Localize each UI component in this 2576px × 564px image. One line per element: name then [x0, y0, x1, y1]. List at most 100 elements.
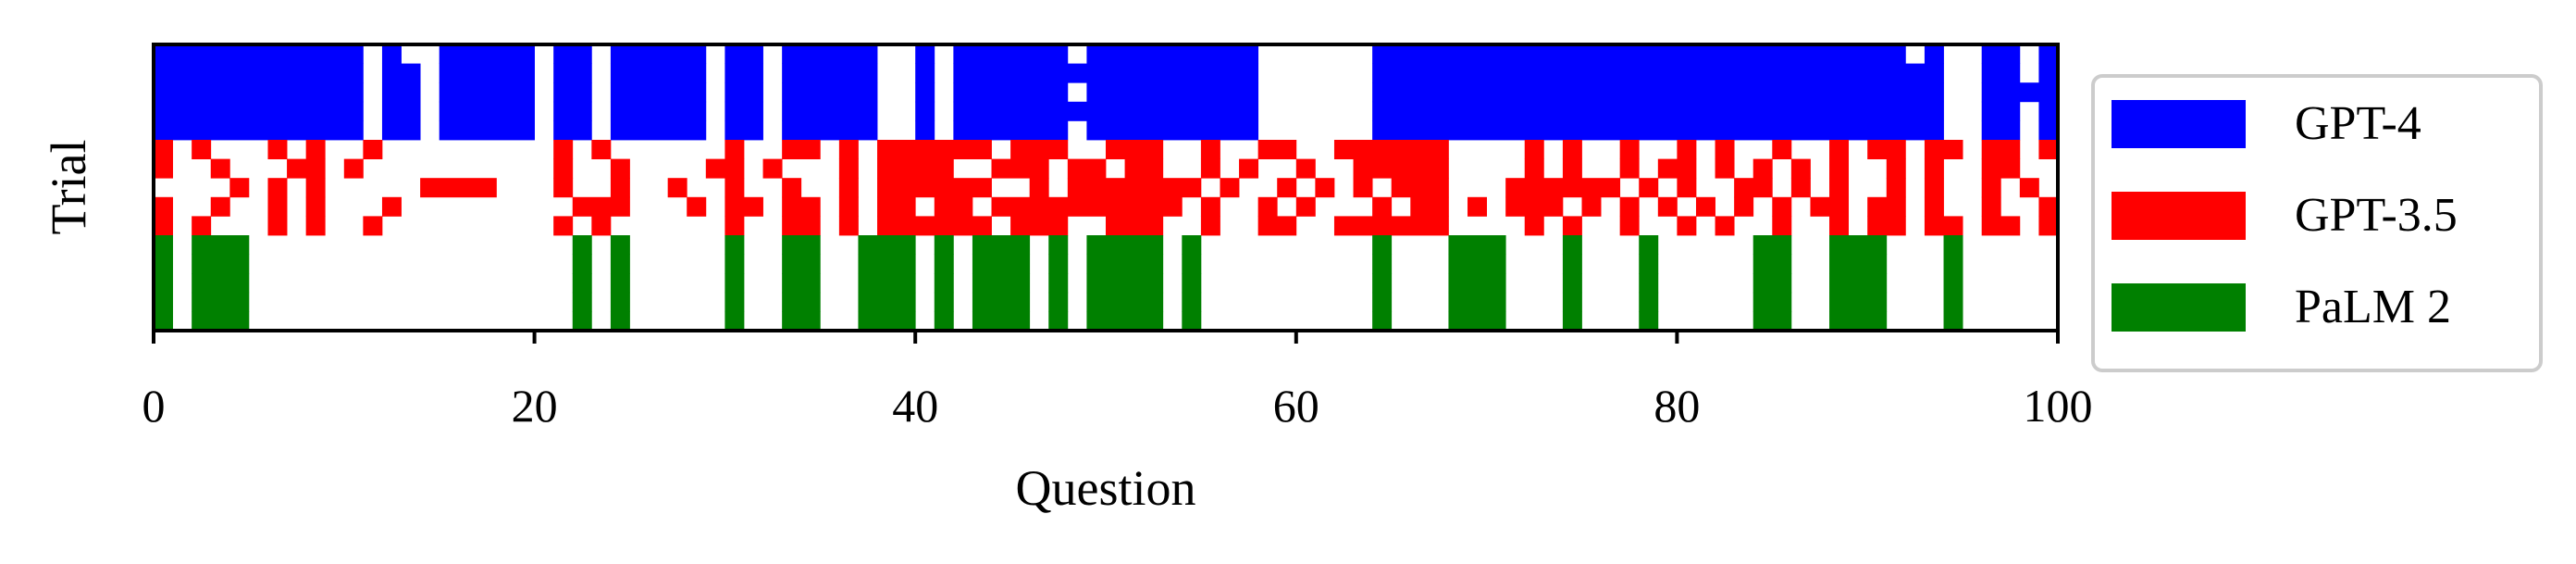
heatmap-cell-gpt-3-5-trial-3-q61-61	[1315, 178, 1335, 198]
heatmap-cell-gpt-3-5-trial-3-q98-98	[2019, 178, 2039, 198]
heatmap-cell-palm-2-trial-5-q0-0	[154, 311, 173, 332]
heatmap-cell-palm-2-trial-4-q54-54	[1182, 292, 1202, 312]
heatmap-cell-gpt-4-trial-3-q42-47	[953, 82, 1069, 103]
heatmap-cell-palm-2-trial-4-q78-78	[1639, 292, 1659, 312]
heatmap-cell-palm-2-trial-2-q30-30	[724, 254, 745, 274]
heatmap-cell-gpt-3-5-trial-1-q72-72	[1524, 140, 1544, 159]
heatmap-cell-palm-2-trial-3-q64-64	[1372, 273, 1393, 294]
legend: GPT-4 GPT-3.5 PaLM 2	[2091, 74, 2543, 372]
heatmap-cell-gpt-3-5-trial-5-q58-59	[1257, 216, 1297, 236]
heatmap-cell-gpt-4-trial-3-q12-13	[381, 82, 421, 103]
legend-label-gpt-3-5: GPT-3.5	[2295, 189, 2458, 242]
heatmap-cell-gpt-3-5-trial-3-q56-56	[1220, 178, 1240, 198]
heatmap-cell-gpt-3-5-trial-1-q55-55	[1200, 140, 1220, 159]
heatmap-cell-gpt-3-5-trial-4-q71-73	[1505, 196, 1564, 217]
heatmap-cell-gpt-3-5-trial-1-q99-99	[2038, 140, 2059, 159]
heatmap-cell-gpt-3-5-trial-3-q36-36	[838, 178, 859, 198]
heatmap-cell-gpt-3-5-trial-2-q29-30	[705, 158, 745, 179]
heatmap-cell-gpt-3-5-trial-4-q0-0	[154, 196, 173, 217]
heatmap-cell-gpt-4-trial-2-q42-57	[953, 63, 1259, 83]
heatmap-cell-gpt-3-5-trial-4-q33-34	[782, 196, 821, 217]
heatmap-cell-gpt-4-trial-2-q15-19	[439, 63, 535, 83]
heatmap-cell-palm-2-trial-5-q84-85	[1752, 311, 1792, 332]
heatmap-cell-gpt-3-5-trial-2-q36-36	[838, 158, 859, 179]
heatmap-cell-gpt-4-trial-5-q33-37	[782, 120, 878, 141]
heatmap-cell-gpt-4-trial-3-q24-28	[610, 82, 707, 103]
heatmap-cell-gpt-3-5-trial-4-q64-64	[1372, 196, 1393, 217]
heatmap-cell-gpt-3-5-trial-5-q55-55	[1200, 216, 1220, 236]
heatmap-cell-gpt-3-5-trial-1-q74-74	[1562, 140, 1582, 159]
heatmap-cell-gpt-4-trial-1-q30-31	[724, 44, 763, 64]
heatmap-cell-gpt-3-5-trial-3-q80-80	[1677, 178, 1697, 198]
heatmap-cell-gpt-4-trial-4-q24-28	[610, 101, 707, 121]
heatmap-cell-gpt-4-trial-4-q15-19	[439, 101, 535, 121]
heatmap-cell-gpt-3-5-trial-1-q11-11	[363, 140, 383, 159]
heatmap-cell-gpt-3-5-trial-5-q33-34	[782, 216, 821, 236]
heatmap-cell-gpt-3-5-trial-5-q36-36	[838, 216, 859, 236]
heatmap-cell-gpt-4-trial-3-q49-57	[1086, 82, 1259, 103]
heatmap-cell-gpt-3-5-trial-3-q6-6	[267, 178, 288, 198]
heatmap-cell-gpt-3-5-trial-5-q50-52	[1106, 216, 1164, 236]
legend-swatch-palm-2	[2112, 283, 2246, 332]
heatmap-cell-gpt-3-5-trial-2-q86-86	[1790, 158, 1811, 179]
heatmap-cell-gpt-3-5-trial-2-q57-57	[1239, 158, 1259, 179]
heatmap-cell-gpt-4-trial-1-q96-97	[1981, 44, 2021, 64]
heatmap-cell-gpt-3-5-trial-5-q21-21	[553, 216, 574, 236]
heatmap-cell-palm-2-trial-1-q68-70	[1448, 235, 1506, 255]
heatmap-cell-palm-2-trial-3-q49-52	[1086, 273, 1164, 294]
heatmap-cell-palm-2-trial-5-q47-47	[1048, 311, 1069, 332]
x-tick-label-40: 40	[892, 380, 938, 432]
heatmap-cell-palm-2-trial-1-q74-74	[1562, 235, 1582, 255]
heatmap-cell-gpt-4-trial-2-q30-31	[724, 63, 763, 83]
x-tick-label-20: 20	[512, 380, 558, 432]
heatmap-cell-palm-2-trial-2-q47-47	[1048, 254, 1069, 274]
heatmap-cell-palm-2-trial-5-q88-90	[1829, 311, 1888, 332]
heatmap-cell-gpt-4-trial-1-q21-22	[553, 44, 592, 64]
legend-swatch-gpt-4	[2112, 100, 2246, 148]
heatmap-cell-gpt-3-5-trial-3-q21-21	[553, 178, 574, 198]
heatmap-cell-gpt-4-trial-2-q0-10	[154, 63, 364, 83]
heatmap-cell-palm-2-trial-3-q43-45	[972, 273, 1031, 294]
heatmap-cell-gpt-3-5-trial-5-q93-94	[1924, 216, 1963, 236]
heatmap-cell-gpt-3-5-trial-2-q44-46	[991, 158, 1049, 179]
heatmap-cell-palm-2-trial-2-q84-85	[1752, 254, 1792, 274]
heatmap-cell-gpt-3-5-trial-2-q32-32	[762, 158, 783, 179]
heatmap-cell-palm-2-trial-3-q0-0	[154, 273, 173, 294]
heatmap-cell-gpt-3-5-trial-4-q85-85	[1772, 196, 1792, 217]
heatmap-cell-gpt-3-5-trial-1-q62-67	[1333, 140, 1449, 159]
heatmap-cell-palm-2-trial-4-q2-4	[192, 292, 250, 312]
heatmap-cell-gpt-4-trial-2-q99-99	[2038, 63, 2059, 83]
heatmap-cell-palm-2-trial-3-q84-85	[1752, 273, 1792, 294]
heatmap-cell-gpt-3-5-trial-3-q65-67	[1391, 178, 1449, 198]
heatmap-cell-gpt-3-5-trial-5-q6-6	[267, 216, 288, 236]
x-axis-label: Question	[1016, 460, 1196, 516]
heatmap-cell-gpt-4-trial-3-q40-40	[915, 82, 935, 103]
heatmap-cell-gpt-3-5-trial-3-q4-4	[229, 178, 250, 198]
heatmap-cell-gpt-4-trial-1-q15-19	[439, 44, 535, 64]
heatmap-cell-gpt-3-5-trial-3-q46-46	[1029, 178, 1049, 198]
heatmap-cell-gpt-3-5-trial-4-q83-83	[1734, 196, 1754, 217]
heatmap-cell-gpt-4-trial-2-q40-40	[915, 63, 935, 83]
heatmap-cell-palm-2-trial-4-q41-41	[934, 292, 954, 312]
heatmap-cell-gpt-4-trial-4-q64-93	[1372, 101, 1944, 121]
heatmap-cell-gpt-3-5-trial-5-q23-23	[591, 216, 612, 236]
heatmap-cell-gpt-4-trial-5-q96-97	[1981, 120, 2021, 141]
heatmap-cell-gpt-3-5-trial-2-q74-74	[1562, 158, 1582, 179]
heatmap-cell-gpt-3-5-trial-3-q86-86	[1790, 178, 1811, 198]
heatmap-cell-gpt-3-5-trial-5-q96-97	[1981, 216, 2021, 236]
heatmap-cell-gpt-3-5-trial-3-q48-54	[1067, 178, 1202, 198]
heatmap-cell-gpt-3-5-trial-1-q23-23	[591, 140, 612, 159]
heatmap-cell-gpt-3-5-trial-3-q59-59	[1277, 178, 1297, 198]
heatmap-cell-gpt-4-trial-3-q0-10	[154, 82, 364, 103]
heatmap-cell-gpt-4-trial-3-q96-99	[1981, 82, 2059, 103]
heatmap-cell-gpt-4-trial-5-q21-22	[553, 120, 592, 141]
heatmap-cell-gpt-4-trial-4-q12-13	[381, 101, 421, 121]
heatmap-cell-gpt-3-5-trial-4-q55-55	[1200, 196, 1220, 217]
heatmap-cell-gpt-4-trial-5-q99-99	[2038, 120, 2059, 141]
heatmap-cell-gpt-4-trial-5-q0-10	[154, 120, 364, 141]
legend-label-gpt-4: GPT-4	[2295, 97, 2421, 150]
heatmap-cell-palm-2-trial-2-q33-34	[782, 254, 821, 274]
heatmap-cell-palm-2-trial-2-q94-94	[1943, 254, 1963, 274]
heatmap-cell-gpt-3-5-trial-3-q24-24	[610, 178, 630, 198]
heatmap-cell-gpt-4-trial-2-q21-22	[553, 63, 592, 83]
